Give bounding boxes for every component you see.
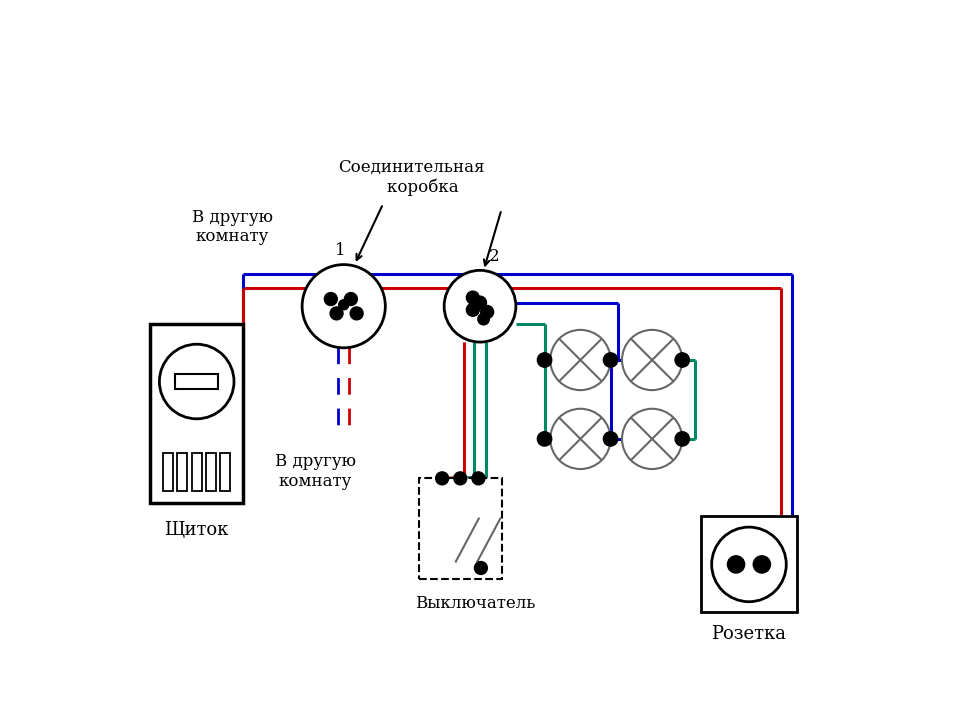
Text: В другую
комнату: В другую комнату: [275, 453, 355, 490]
Circle shape: [478, 313, 490, 325]
Text: 2: 2: [489, 248, 499, 265]
Bar: [150, 324, 243, 503]
Bar: [192, 453, 202, 490]
Text: Розетка: Розетка: [711, 626, 786, 644]
Text: В другую
комнату: В другую комнату: [192, 209, 273, 246]
Circle shape: [444, 270, 516, 342]
Circle shape: [550, 409, 611, 469]
Circle shape: [350, 307, 363, 320]
Circle shape: [472, 472, 485, 485]
Circle shape: [538, 432, 552, 446]
Text: Щиток: Щиток: [164, 521, 228, 539]
Bar: [419, 478, 501, 579]
Circle shape: [622, 330, 683, 390]
Bar: [175, 374, 218, 389]
Text: 1: 1: [335, 242, 346, 259]
Circle shape: [622, 409, 683, 469]
Circle shape: [345, 292, 357, 305]
Circle shape: [754, 556, 771, 573]
Circle shape: [538, 353, 552, 367]
Circle shape: [604, 432, 617, 446]
Circle shape: [675, 432, 689, 446]
Bar: [206, 453, 216, 490]
Circle shape: [302, 265, 385, 348]
Bar: [221, 453, 230, 490]
Circle shape: [324, 292, 337, 305]
Text: Соединительная
    коробка: Соединительная коробка: [339, 159, 485, 197]
Circle shape: [467, 303, 479, 316]
Circle shape: [675, 353, 689, 367]
Circle shape: [474, 562, 488, 575]
Bar: [163, 453, 173, 490]
Circle shape: [604, 353, 617, 367]
Circle shape: [473, 296, 487, 309]
Circle shape: [467, 291, 479, 304]
Circle shape: [339, 300, 348, 310]
Text: Выключатель: Выключатель: [416, 595, 536, 611]
Circle shape: [454, 472, 467, 485]
Bar: [178, 453, 187, 490]
Circle shape: [436, 472, 448, 485]
Circle shape: [550, 330, 611, 390]
Circle shape: [481, 305, 493, 318]
Circle shape: [330, 307, 343, 320]
Circle shape: [728, 556, 745, 573]
Circle shape: [711, 527, 786, 602]
Bar: [701, 516, 797, 613]
Circle shape: [159, 344, 234, 419]
